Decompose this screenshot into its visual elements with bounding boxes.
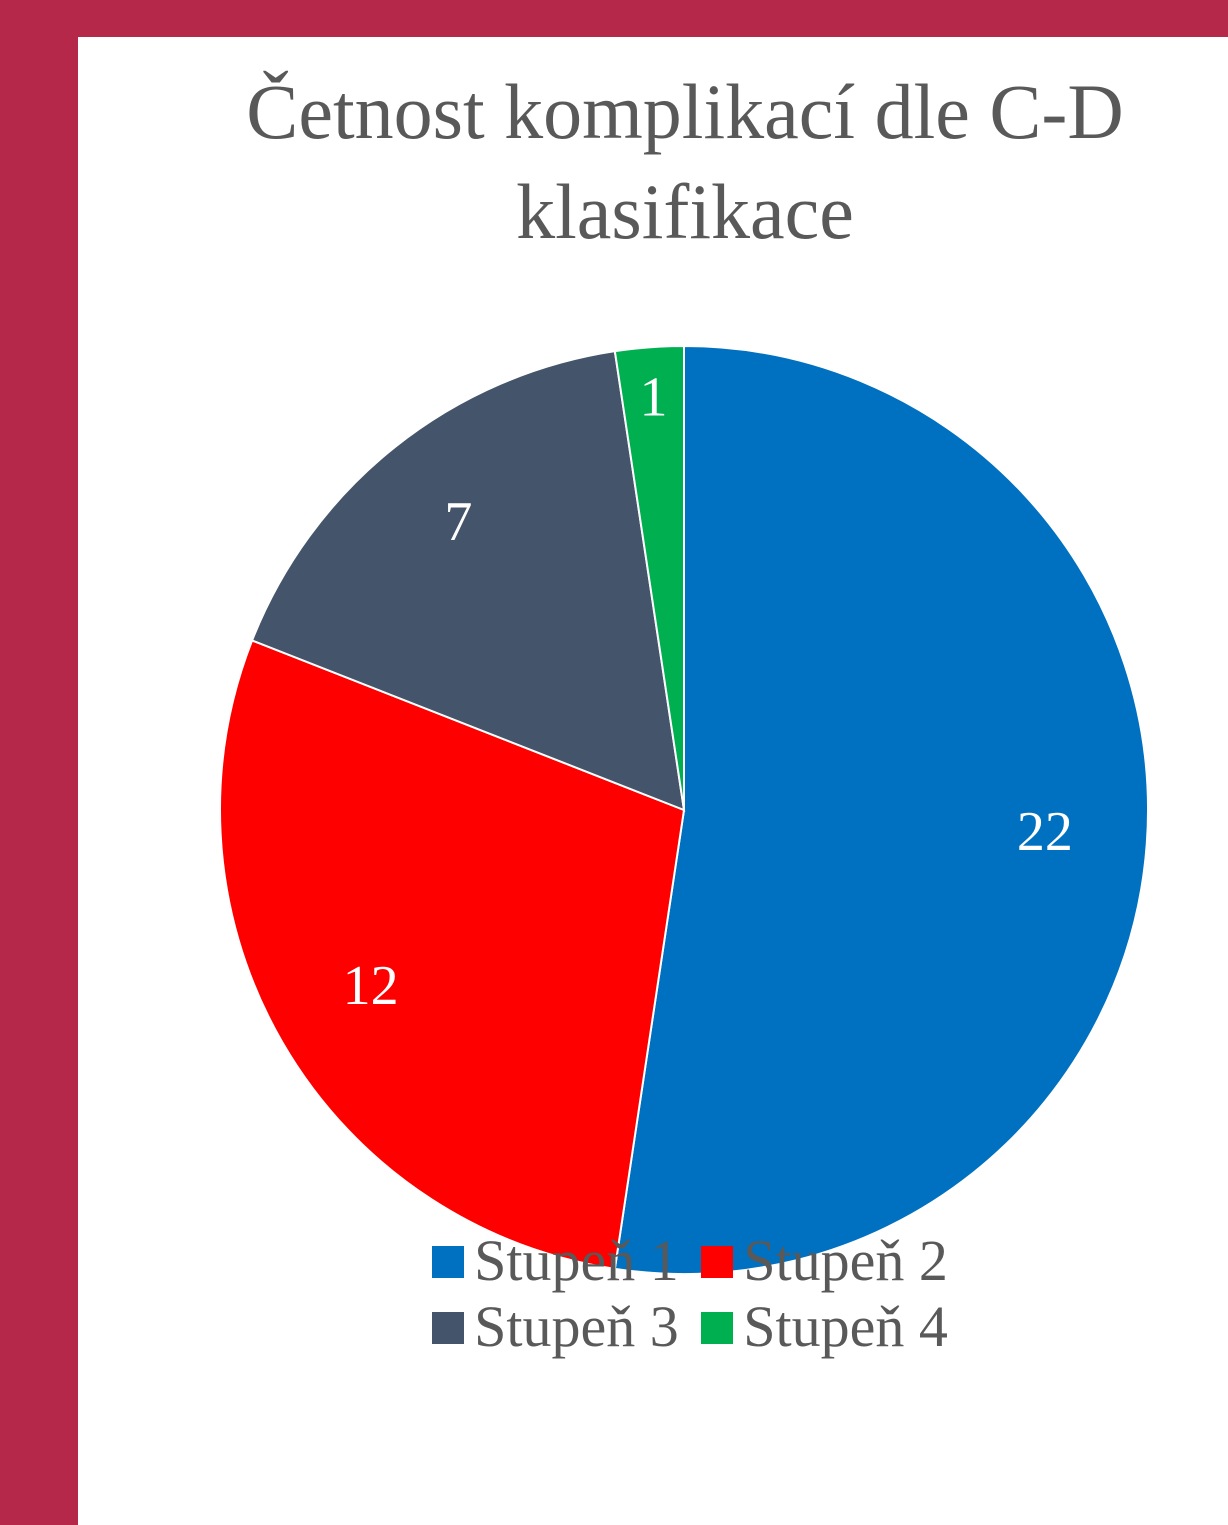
chart-title: Četnost komplikací dle C-D klasifikace xyxy=(246,68,1124,255)
data-label: 12 xyxy=(343,955,399,1017)
legend: Stupeň 1 Stupeň 2 Stupeň 3 Stupeň 4 xyxy=(335,1228,1045,1360)
legend-swatch xyxy=(701,1312,734,1344)
legend-item: Stupeň 2 xyxy=(701,1228,948,1294)
legend-swatch xyxy=(701,1246,734,1278)
legend-item: Stupeň 1 xyxy=(432,1228,679,1294)
data-label: 22 xyxy=(1017,801,1073,863)
data-label: 7 xyxy=(444,491,472,553)
legend-label: Stupeň 1 xyxy=(474,1228,679,1293)
legend-swatch xyxy=(432,1246,465,1278)
legend-item: Stupeň 3 xyxy=(432,1294,679,1360)
legend-label: Stupeň 4 xyxy=(743,1294,948,1359)
legend-label: Stupeň 3 xyxy=(474,1294,679,1359)
pie-slice xyxy=(250,350,686,812)
legend-swatch xyxy=(432,1312,465,1344)
pie-slice xyxy=(613,344,685,811)
legend-item: Stupeň 4 xyxy=(701,1294,948,1360)
legend-label: Stupeň 2 xyxy=(743,1228,948,1293)
pie-slice xyxy=(219,639,686,1270)
data-label: 1 xyxy=(639,367,667,429)
pie-slice xyxy=(613,344,1149,1275)
